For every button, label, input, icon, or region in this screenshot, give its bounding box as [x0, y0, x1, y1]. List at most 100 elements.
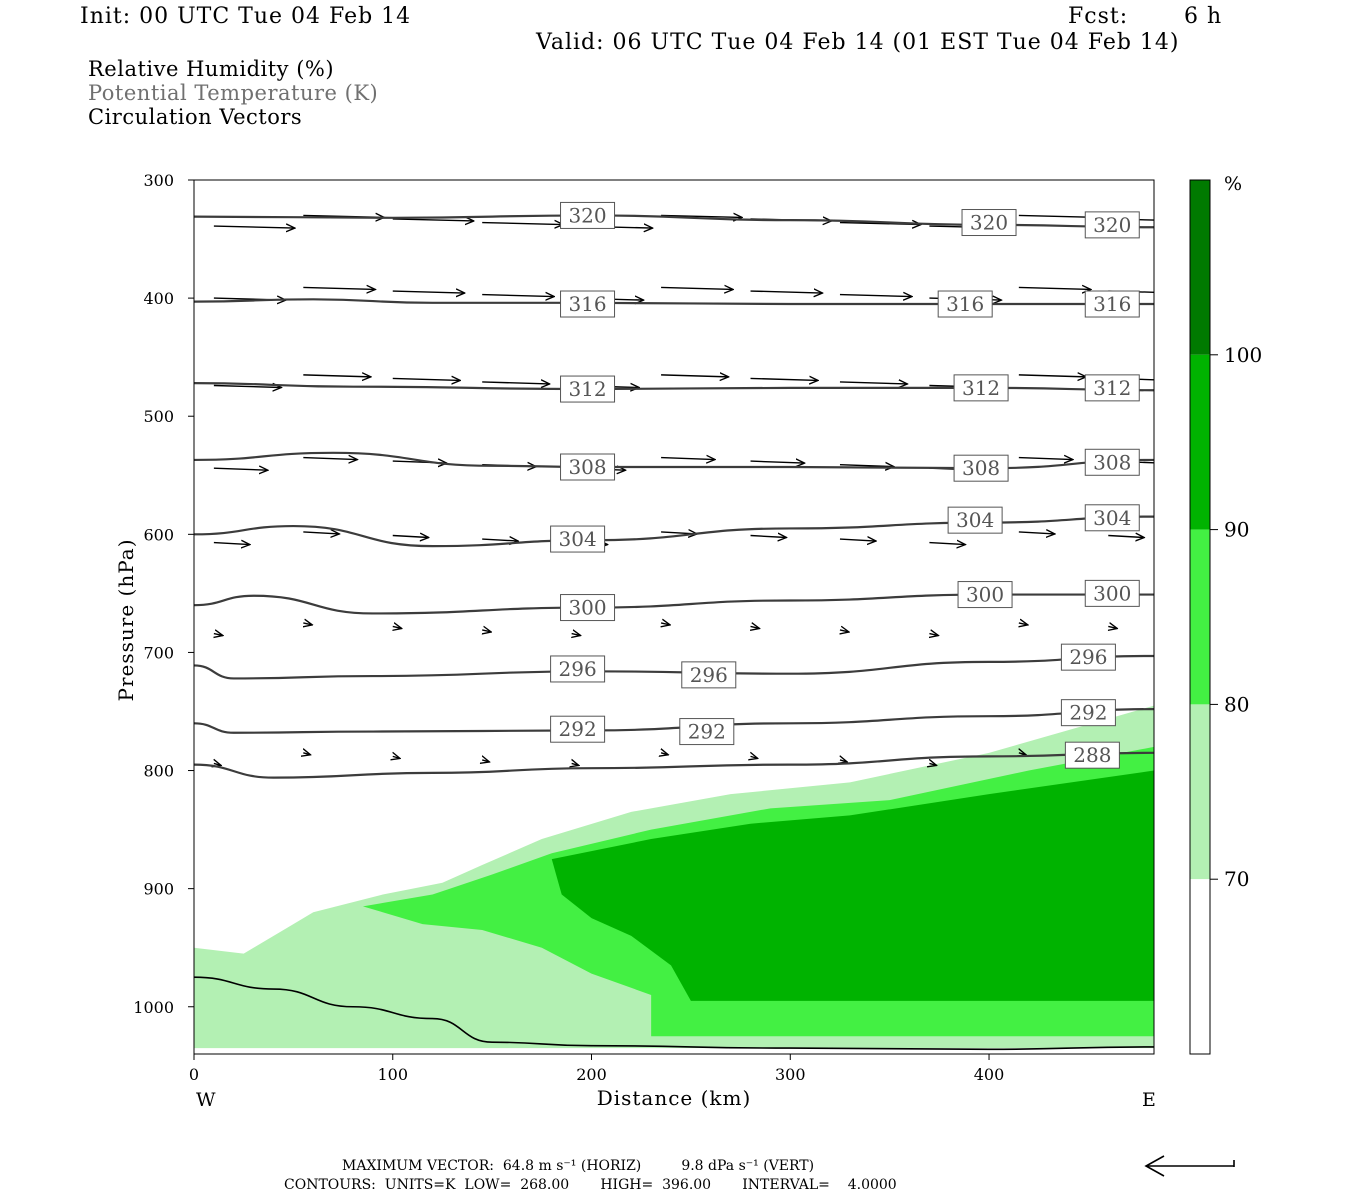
vector-arrow [1018, 287, 1091, 289]
vector-arrow [661, 623, 670, 625]
vector-arrow [392, 219, 474, 221]
east-label: E [1142, 1089, 1156, 1111]
contour-label-box [560, 594, 616, 622]
forecast-label: Fcst: [1068, 4, 1129, 29]
theta-contour-288 [194, 751, 1154, 779]
max-vector-info: MAXIMUM VECTOR: 64.8 m s⁻¹ (HORIZ) 9.8 d… [342, 1158, 815, 1174]
contour-label-296: 296 [1069, 645, 1107, 669]
vector-arrow [392, 291, 465, 293]
relative-humidity-fill [194, 705, 1154, 1049]
x-tick-label: 400 [974, 1065, 1005, 1084]
colorbar-label-100: 100 [1224, 343, 1262, 367]
vector-arrow [750, 378, 819, 380]
contour-label-box [947, 506, 1003, 534]
vector-arrow [661, 753, 668, 755]
vector-arrow [750, 536, 787, 538]
theta-contour-308 [194, 451, 1154, 470]
y-tick-label: 500 [143, 407, 174, 426]
contour-label-box [1084, 504, 1140, 532]
vector-arrow [750, 291, 823, 293]
y-tick-label: 300 [143, 171, 174, 190]
contour-label-box [550, 525, 606, 553]
contour-label-296: 296 [559, 657, 597, 681]
valid-time: Valid: 06 UTC Tue 04 Feb 14 (01 EST Tue … [536, 30, 1180, 55]
contour-label-304: 304 [559, 527, 597, 551]
colorbar-segment [1190, 354, 1210, 530]
theta-contours: 320 320 320 316 316 316 312 312 312 308 308 308 304 3… [194, 201, 1154, 779]
colorbar: 100 90 80 70 [1189, 179, 1262, 1055]
theta-contour-304 [194, 515, 1154, 548]
y-tick-label: 600 [143, 525, 174, 544]
vector-arrow [482, 223, 563, 225]
contour-label-304: 304 [1093, 506, 1131, 530]
x-tick-label: 200 [576, 1065, 607, 1084]
contour-label-box [560, 201, 616, 229]
contour-info: CONTOURS: UNITS=K LOW= 268.00 HIGH= 396.… [284, 1177, 897, 1193]
vector-arrow [213, 386, 281, 388]
contour-label-box [1060, 643, 1116, 671]
rh-region-90 [551, 770, 1154, 1001]
vector-arrow [303, 287, 375, 289]
colorbar-label-90: 90 [1224, 518, 1249, 542]
vector-arrow [303, 458, 357, 460]
vector-arrow [482, 382, 549, 384]
vector-arrow [1019, 623, 1028, 625]
vector-arrow [661, 458, 715, 460]
contour-label-box [560, 375, 616, 403]
colorbar-label-70: 70 [1224, 867, 1249, 891]
colorbar-unit: % [1224, 173, 1242, 195]
vector-arrow [661, 215, 742, 217]
contour-label-304: 304 [956, 508, 994, 532]
vector-arrow [214, 763, 221, 765]
y-tick-label: 1000 [133, 998, 174, 1017]
contour-label-288: 288 [1073, 743, 1111, 767]
vector-arrow [1108, 626, 1117, 628]
vector-arrow [839, 539, 876, 541]
contour-label-box [560, 290, 616, 318]
vector-arrow [929, 763, 936, 765]
contour-label-box [1064, 741, 1120, 769]
colorbar-frame [1189, 179, 1211, 1055]
vector-arrow [213, 226, 295, 228]
legend-circulation-vectors: Circulation Vectors [88, 105, 303, 129]
vector-arrow [661, 375, 729, 377]
contour-label-308: 308 [1093, 450, 1131, 474]
x-axis-label: Distance (km) [597, 1086, 752, 1110]
contour-label-box [1084, 211, 1140, 239]
vector-arrow [572, 634, 581, 636]
contour-label-292: 292 [688, 720, 726, 744]
theta-contour-312 [194, 382, 1154, 392]
contour-label-316: 316 [1093, 292, 1131, 316]
reference-vector [1144, 1155, 1235, 1177]
contour-label-300: 300 [1093, 581, 1131, 605]
vector-arrow [572, 763, 579, 765]
contour-label-box [953, 374, 1009, 402]
west-label: W [196, 1089, 216, 1111]
contour-label-box [681, 661, 737, 689]
vector-arrow [482, 539, 518, 541]
init-time: Init: 00 UTC Tue 04 Feb 14 [80, 4, 412, 29]
contour-label-box [550, 655, 606, 683]
surface-line [194, 976, 1154, 1051]
contour-label-box [560, 453, 616, 481]
plot-frame [193, 179, 1155, 1055]
contour-label-box [961, 209, 1017, 237]
contour-label-296: 296 [690, 663, 728, 687]
x-tick-label: 300 [775, 1065, 806, 1084]
contour-label-box [1084, 579, 1140, 607]
vector-arrow [929, 543, 965, 545]
vector-arrow [303, 753, 310, 755]
vector-arrow [213, 543, 250, 545]
colorbar-segment [1190, 704, 1210, 880]
contour-label-box [953, 454, 1009, 482]
x-tick-label: 100 [377, 1065, 408, 1084]
contour-label-312: 312 [1093, 376, 1131, 400]
contour-label-292: 292 [1069, 701, 1107, 725]
contour-label-312: 312 [962, 376, 1000, 400]
vector-arrow [1018, 375, 1087, 377]
axes: 300 400 500 600 700 800 900 1000 0 100 200 300 400 [133, 171, 1004, 1084]
vector-arrow [929, 634, 938, 636]
theta-contour-316 [194, 298, 1154, 306]
contour-label-300: 300 [568, 596, 606, 620]
colorbar-label-80: 80 [1224, 692, 1249, 716]
